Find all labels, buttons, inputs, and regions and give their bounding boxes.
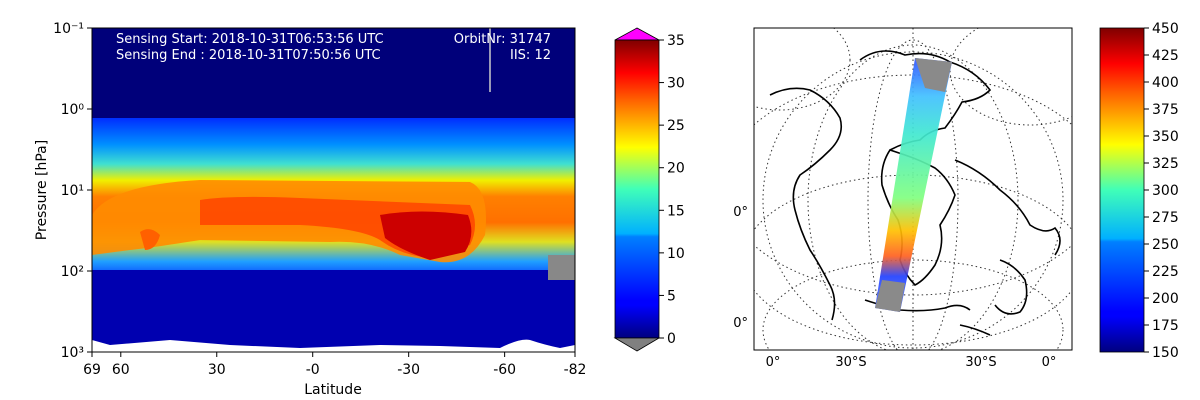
curtain-plot: Sensing Start: 2018-10-31T06:53:56 UTC S…	[34, 21, 586, 398]
y-axis-label: Pressure [hPa]	[34, 140, 50, 240]
colorbar-tick-label: 450	[1152, 21, 1179, 37]
x-tick-label: 60	[112, 362, 130, 378]
map-grid-label-bottom-1: 0°	[766, 355, 781, 370]
satellite-swath	[875, 58, 952, 312]
plot-area	[92, 28, 575, 352]
map-grid-label-bottom-2: 30°S	[835, 355, 866, 370]
troposphere-region	[92, 270, 575, 352]
colorbar-ozone: 0 5 10 15 20 25 30 35	[613, 27, 685, 352]
colorbar-ozone-scale	[614, 39, 660, 339]
x-tick-label: 69	[83, 362, 101, 378]
colorbar-tick-label: 20	[667, 161, 685, 177]
y-axis-ticks: 10⁻¹ 10⁰ 10¹ 10² 10³	[53, 21, 92, 361]
colorbar-tick-label: 15	[667, 203, 685, 219]
colorbar-map-scale	[1099, 27, 1145, 353]
swath-gap-north	[915, 58, 952, 92]
x-tick-label: -30	[397, 362, 420, 378]
colorbar-under-triangle	[613, 337, 661, 352]
sensing-end-label: Sensing End : 2018-10-31T07:50:56 UTC	[116, 48, 381, 63]
colorbar-tick-label: 200	[1152, 291, 1179, 307]
colorbar-tick-label: 10	[667, 246, 685, 262]
colorbar-tick-label: 175	[1152, 318, 1179, 334]
colorbar-tick-label: 350	[1152, 129, 1179, 145]
colorbar-tick-label: 225	[1152, 264, 1179, 280]
colorbar-map: 150 175 200 225 250 275 300 325 350 375 400 425 450	[1099, 21, 1179, 361]
colorbar-map-ticks: 150 175 200 225 250 275 300 325 350 375 400 425 450	[1144, 21, 1179, 361]
x-tick-label: 30	[208, 362, 226, 378]
iis-label: IIS: 12	[510, 48, 551, 63]
colorbar-tick-label: 30	[667, 76, 685, 92]
missing-data-block	[548, 255, 575, 280]
colorbar-tick-label: 250	[1152, 237, 1179, 253]
colorbar-tick-label: 35	[667, 33, 685, 49]
sensing-start-label: Sensing Start: 2018-10-31T06:53:56 UTC	[116, 32, 384, 47]
x-tick-label: -82	[564, 362, 587, 378]
coast-africa	[880, 149, 956, 286]
y-tick-label: 10²	[61, 264, 84, 280]
coast-americas	[769, 87, 843, 321]
map-grid-label-left-bottom: 0°	[733, 316, 748, 331]
x-axis-ticks: 69 60 30 -0 -30 -60 -82	[83, 352, 586, 378]
ozone-north-feature	[140, 229, 160, 250]
y-tick-label: 10¹	[61, 183, 84, 199]
y-tick-label: 10³	[61, 345, 84, 361]
map-frame	[753, 27, 1073, 351]
coast-islands	[959, 324, 991, 336]
colorbar-over-triangle	[614, 27, 660, 41]
coast-asia	[954, 159, 1061, 256]
colorbar-tick-label: 425	[1152, 48, 1179, 64]
ozone-core	[380, 211, 472, 260]
x-tick-label: -0	[306, 362, 320, 378]
colorbar-tick-label: 0	[667, 331, 676, 347]
coast-australia	[994, 259, 1028, 315]
colorbar-tick-label: 150	[1152, 345, 1179, 361]
y-tick-label: 10⁰	[61, 102, 85, 118]
colorbar-tick-label: 400	[1152, 75, 1179, 91]
map-plot: 0° 0° 0° 30°S 30°S 0°	[733, 27, 1073, 370]
swath-gap-south	[875, 280, 905, 312]
map-grid-label-bottom-4: 0°	[1042, 355, 1057, 370]
y-tick-label: 10⁻¹	[53, 21, 84, 37]
colorbar-tick-label: 300	[1152, 183, 1179, 199]
x-tick-label: -60	[493, 362, 516, 378]
map-grid-label-left-top: 0°	[733, 205, 748, 220]
colorbar-tick-label: 5	[667, 288, 676, 304]
colorbar-ozone-ticks: 0 5 10 15 20 25 30 35	[659, 33, 685, 347]
colorbar-tick-label: 375	[1152, 102, 1179, 118]
map-grid-label-bottom-3: 30°S	[965, 355, 996, 370]
orbit-label: OrbitNr: 31747	[454, 32, 551, 47]
x-axis-label: Latitude	[304, 382, 362, 398]
colorbar-tick-label: 275	[1152, 210, 1179, 226]
colorbar-tick-label: 25	[667, 118, 685, 134]
map-content	[754, 28, 1072, 350]
stratosphere-low-region	[92, 28, 575, 118]
colorbar-tick-label: 325	[1152, 156, 1179, 172]
ground-mask	[92, 339, 575, 352]
